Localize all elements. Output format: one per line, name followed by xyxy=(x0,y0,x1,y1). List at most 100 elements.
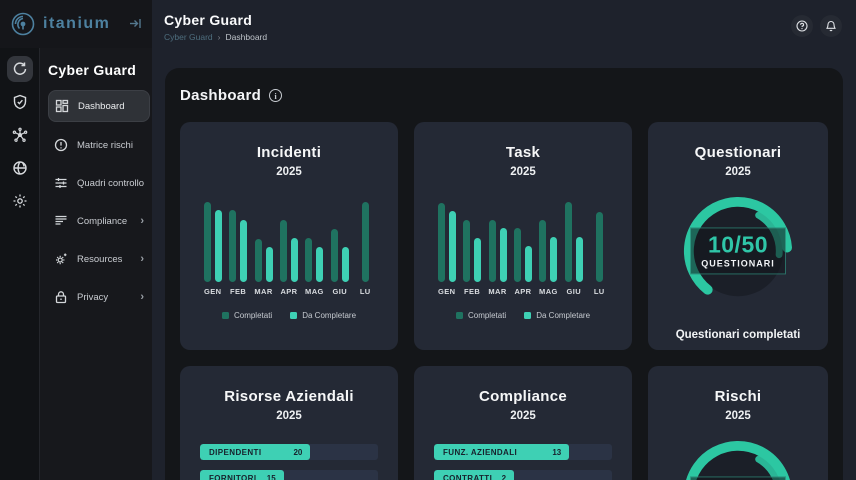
sidebar-item-label: Quadri controllo xyxy=(77,177,145,189)
bar-da-completare xyxy=(499,228,507,282)
chart-legend: Completati Da Completare xyxy=(455,311,590,320)
gauge-label: QUESTIONARI xyxy=(701,258,775,269)
sidebar-item-label: Resources xyxy=(77,253,123,265)
x-axis-label: GEN xyxy=(437,287,456,296)
notifications-bell-button[interactable] xyxy=(820,15,842,37)
network-icon[interactable] xyxy=(7,122,33,148)
page-title: Dashboard xyxy=(180,87,262,104)
page-header-title: Cyber Guard xyxy=(164,12,253,28)
compliance-progress-list: FUNZ. AZIENDALI 13 CONTRATTI 2 xyxy=(434,444,612,480)
bar-completati xyxy=(229,210,237,282)
legend-swatch-da-completare xyxy=(524,312,532,319)
breadcrumb-root-link[interactable]: Cyber Guard xyxy=(164,32,213,42)
info-icon[interactable]: i xyxy=(269,89,283,102)
progress-fill: FORNITORI 15 xyxy=(200,470,284,480)
brand-bar: itanium xyxy=(0,0,152,48)
bar-completati xyxy=(488,220,496,282)
x-axis-label: GIU xyxy=(566,287,582,296)
card-title: Rischi xyxy=(714,388,762,405)
sidebar-menu: Cyber Guard Dashboard xyxy=(40,48,156,480)
bar-completati xyxy=(330,229,338,282)
sidebar-item-privacy[interactable]: Privacy › xyxy=(48,282,150,312)
card-compliance: Compliance 2025 FUNZ. AZIENDALI 13 CONTRAT… xyxy=(414,366,632,480)
sliders-icon xyxy=(54,176,68,190)
gauge-value: 10/50 xyxy=(707,231,769,258)
x-axis-label: LU xyxy=(359,287,371,296)
progress-label: FUNZ. AZIENDALI xyxy=(443,447,518,457)
card-questionari: Questionari 2025 10/50 QUESTIONARI xyxy=(648,122,828,350)
bar-da-completare xyxy=(316,247,324,282)
brand-wordmark: itanium xyxy=(43,15,111,32)
sidebar-item-label: Dashboard xyxy=(78,100,125,112)
gear-icon[interactable] xyxy=(7,188,33,214)
progress-fill: CONTRATTI 2 xyxy=(434,470,515,480)
progress-value: 15 xyxy=(266,473,276,480)
bar-completati xyxy=(539,220,547,282)
progress-track: FORNITORI 15 xyxy=(200,470,378,480)
incidenti-bar-chart: GEN FEB MAR APR MAG GIU LU xyxy=(200,200,378,296)
x-axis-label: APR xyxy=(280,287,298,296)
chevron-right-icon: › xyxy=(140,253,145,265)
globe-icon[interactable] xyxy=(7,155,33,181)
card-subtitle: 2025 xyxy=(276,166,302,178)
icon-rail xyxy=(0,48,40,480)
progress-fill: FUNZ. AZIENDALI 13 xyxy=(434,444,570,460)
chevron-right-icon: › xyxy=(140,215,145,227)
card-rischi: Rischi 2025 10/50 xyxy=(648,366,828,480)
x-axis-label: GIU xyxy=(332,287,348,296)
sidebar-item-matrice-rischi[interactable]: Matrice rischi xyxy=(48,130,150,160)
bar-completati xyxy=(437,203,445,282)
legend-label: Da Completare xyxy=(302,311,357,320)
bar-completati xyxy=(564,202,572,282)
shield-check-icon[interactable] xyxy=(7,89,33,115)
card-title: Compliance xyxy=(478,388,568,405)
cards-grid: Incidenti 2025 GEN FEB MAR APR MAG GIU LU Comp… xyxy=(180,122,828,480)
card-title: Incidenti xyxy=(256,144,322,161)
bar-group-lu xyxy=(587,212,612,282)
progress-fill: DIPENDENTI 20 xyxy=(200,444,311,460)
dashboard-panel: Dashboard i Incidenti 2025 GEN FEB MAR APR M… xyxy=(165,68,843,480)
x-axis-label: FEB xyxy=(230,287,247,296)
sync-icon[interactable] xyxy=(6,56,33,82)
x-axis-label: GEN xyxy=(203,287,222,296)
progress-track: CONTRATTI 2 xyxy=(434,470,612,480)
sidebar-item-quadri-controllo[interactable]: Quadri controllo xyxy=(48,168,150,198)
panel-head: Dashboard i xyxy=(180,87,828,104)
bar-completati xyxy=(595,212,603,282)
x-axis-label: APR xyxy=(514,287,532,296)
sidebar-collapse-icon[interactable] xyxy=(127,15,144,34)
bar-group-mag xyxy=(302,238,327,282)
legend-label: Completati xyxy=(467,311,507,320)
x-axis-label: MAG xyxy=(305,287,324,296)
questionari-gauge: 10/50 QUESTIONARI xyxy=(679,192,797,310)
progress-value: 2 xyxy=(501,473,507,480)
bar-da-completare xyxy=(214,210,222,282)
help-button[interactable] xyxy=(791,15,813,37)
chevron-right-icon: › xyxy=(140,291,145,303)
alert-circle-icon xyxy=(54,138,68,152)
x-axis-label: MAG xyxy=(539,287,558,296)
progress-label: DIPENDENTI xyxy=(209,447,262,457)
topbar-titles: Cyber Guard Cyber Guard › Dashboard xyxy=(164,12,267,42)
bar-group-gen xyxy=(434,203,459,282)
lock-icon xyxy=(54,290,68,304)
topbar: Cyber Guard Cyber Guard › Dashboard xyxy=(152,0,856,56)
x-axis-label: FEB xyxy=(464,287,481,296)
sidebar-item-compliance[interactable]: Compliance › xyxy=(48,206,150,236)
progress-label: FORNITORI xyxy=(209,473,257,480)
legend-label: Completati xyxy=(233,311,273,320)
sidebar-item-resources[interactable]: Resources › xyxy=(48,244,150,274)
x-axis-label: LU xyxy=(593,287,605,296)
card-task: Task 2025 GEN FEB MAR APR MAG GIU LU Completat… xyxy=(414,122,632,350)
bar-group-apr xyxy=(276,220,301,282)
gauge-caption: Questionari completati xyxy=(675,329,801,341)
bar-group-feb xyxy=(225,210,250,282)
legend-swatch-completati xyxy=(221,312,229,319)
card-incidenti: Incidenti 2025 GEN FEB MAR APR MAG GIU LU Comp… xyxy=(180,122,398,350)
list-check-icon xyxy=(54,214,68,228)
breadcrumb-separator: › xyxy=(217,32,221,42)
bar-group-lu xyxy=(353,202,378,282)
brand-logo-icon xyxy=(10,11,36,37)
legend-da-completare: Da Completare xyxy=(524,311,590,320)
sidebar-item-dashboard[interactable]: Dashboard xyxy=(48,90,151,122)
